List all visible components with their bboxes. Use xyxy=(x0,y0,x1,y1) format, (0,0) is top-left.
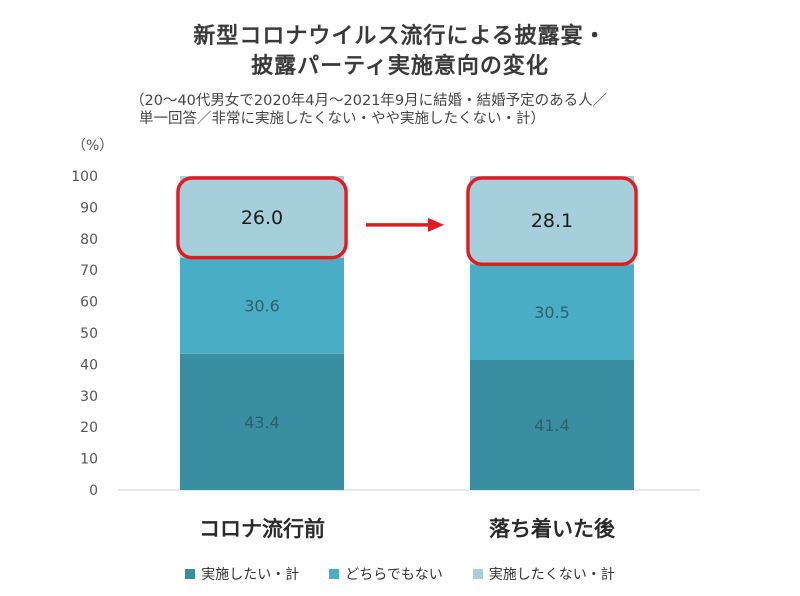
x-category-label: コロナ流行前 xyxy=(199,517,325,541)
data-label: 26.0 xyxy=(241,207,283,229)
y-tick-label: 0 xyxy=(89,483,98,499)
chart-subtitle-line-1: （20～40代男女で2020年4月～2021年9月に結婚・結婚予定のある人／ xyxy=(130,93,608,109)
bar-segment xyxy=(470,264,634,361)
y-tick-label: 10 xyxy=(80,452,98,468)
chart-title-line-1: 新型コロナウイルス流行による披露宴・ xyxy=(193,24,607,49)
legend-swatch-series-1 xyxy=(185,569,196,579)
data-label: 30.6 xyxy=(244,297,280,316)
y-tick-label: 90 xyxy=(80,200,98,216)
data-label: 28.1 xyxy=(531,210,573,232)
bar-segment xyxy=(180,176,344,258)
legend-item-series-1: 実施したい・計 xyxy=(185,564,299,584)
chart-title: 新型コロナウイルス流行による披露宴・ 披露パーティ実施意向の変化 xyxy=(0,22,800,82)
bar-segment xyxy=(470,176,634,265)
y-tick-label: 80 xyxy=(80,232,98,248)
x-category-label: 落ち着いた後 xyxy=(489,517,616,541)
legend-label-series-3: 実施したくない・計 xyxy=(488,567,615,583)
y-tick-label: 100 xyxy=(71,169,98,185)
bar-segment xyxy=(470,360,634,490)
data-label: 43.4 xyxy=(244,413,280,432)
legend-label-series-2: どちらでもない xyxy=(345,567,443,583)
bar-segment xyxy=(180,257,344,354)
legend-item-series-2: どちらでもない xyxy=(329,564,443,584)
y-tick-label: 20 xyxy=(80,420,98,436)
legend-swatch-series-3 xyxy=(472,569,483,579)
y-tick-label: 40 xyxy=(80,357,98,373)
legend-swatch-series-2 xyxy=(329,569,340,579)
legend-item-series-3: 実施したくない・計 xyxy=(472,564,615,584)
chart-subtitle-line-2: 単一回答／非常に実施したくない・やや実施したくない・計） xyxy=(139,111,545,127)
legend-label-series-1: 実施したい・計 xyxy=(201,567,300,583)
data-label: 41.4 xyxy=(534,416,570,435)
chart-title-line-2: 披露パーティ実施意向の変化 xyxy=(251,54,549,79)
y-tick-label: 50 xyxy=(80,326,98,342)
highlight-box xyxy=(176,176,348,260)
highlight-box xyxy=(466,176,638,266)
y-tick-label: 60 xyxy=(80,295,98,311)
chart-legend: 実施したい・計 どちらでもない 実施したくない・計 xyxy=(0,564,800,584)
bar-segment xyxy=(180,353,344,490)
y-axis-unit: （%） xyxy=(72,138,113,154)
change-arrow-head xyxy=(428,217,444,232)
y-tick-label: 30 xyxy=(80,389,98,405)
data-label: 30.5 xyxy=(534,303,570,322)
y-tick-label: 70 xyxy=(80,263,98,279)
